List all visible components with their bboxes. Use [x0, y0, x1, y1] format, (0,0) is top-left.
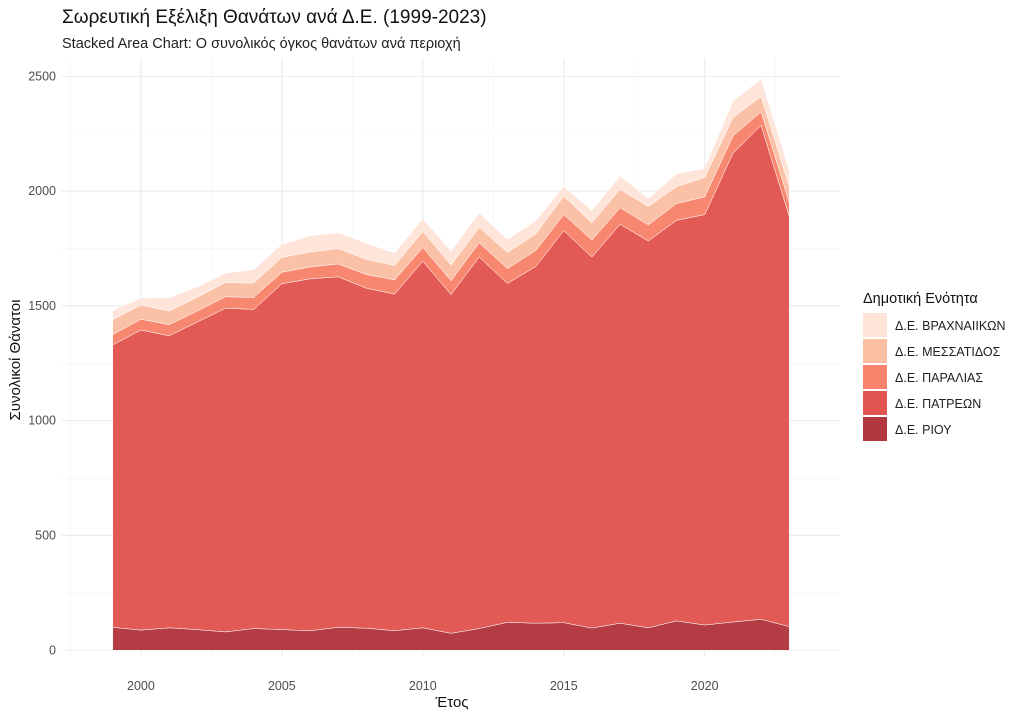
area-layer	[112, 78, 790, 651]
x-tick-label: 2020	[691, 679, 719, 693]
legend-item: Δ.Ε. ΠΑΡΑΛΙΑΣ	[863, 365, 983, 389]
legend-label: Δ.Ε. ΠΑΡΑΛΙΑΣ	[895, 371, 983, 385]
legend-label: Δ.Ε. ΠΑΤΡΕΩΝ	[895, 397, 981, 411]
y-tick-label: 1500	[28, 299, 56, 313]
legend-label: Δ.Ε. ΡΙΟΥ	[895, 423, 952, 437]
legend-swatch	[863, 391, 887, 415]
y-tick-label: 0	[49, 643, 56, 657]
legend-title: Δημοτική Ενότητα	[863, 291, 978, 307]
legend-label: Δ.Ε. ΒΡΑΧΝΑΙΙΚΩΝ	[895, 319, 1006, 333]
legend-item: Δ.Ε. ΡΙΟΥ	[863, 417, 952, 441]
legend-label: Δ.Ε. ΜΕΣΣΑΤΙΔΟΣ	[895, 345, 1001, 359]
y-axis-ticks: 0 500 1000 1500 2000 2500	[28, 69, 56, 657]
legend-item: Δ.Ε. ΜΕΣΣΑΤΙΔΟΣ	[863, 339, 1001, 363]
legend-swatch	[863, 339, 887, 363]
chart-title: Σωρευτική Εξέλιξη Θανάτων ανά Δ.Ε. (1999…	[62, 7, 487, 28]
y-tick-label: 500	[35, 528, 56, 542]
x-tick-label: 2000	[127, 679, 155, 693]
x-tick-label: 2010	[409, 679, 437, 693]
legend-item: Δ.Ε. ΠΑΤΡΕΩΝ	[863, 391, 981, 415]
chart-subtitle: Stacked Area Chart: Ο συνολικός όγκος θα…	[62, 36, 461, 52]
x-tick-label: 2005	[268, 679, 296, 693]
y-tick-label: 2500	[28, 69, 56, 83]
y-tick-label: 2000	[28, 184, 56, 198]
legend-item: Δ.Ε. ΒΡΑΧΝΑΙΙΚΩΝ	[863, 313, 1006, 337]
legend-swatch	[863, 365, 887, 389]
x-axis-label: Έτος	[434, 694, 468, 711]
area-series-δ-ε-βραχναιικων	[112, 78, 790, 321]
x-axis-ticks: 2000 2005 2010 2015 2020	[127, 679, 719, 693]
legend: Δημοτική Ενότητα Δ.Ε. ΒΡΑΧΝΑΙΙΚΩΝ Δ.Ε. ΜΕ…	[863, 291, 1006, 441]
y-axis-label: Συνολικοί Θάνατοι	[7, 300, 24, 421]
x-tick-label: 2015	[550, 679, 578, 693]
legend-swatch	[863, 313, 887, 337]
legend-swatch	[863, 417, 887, 441]
y-tick-label: 1000	[28, 414, 56, 428]
